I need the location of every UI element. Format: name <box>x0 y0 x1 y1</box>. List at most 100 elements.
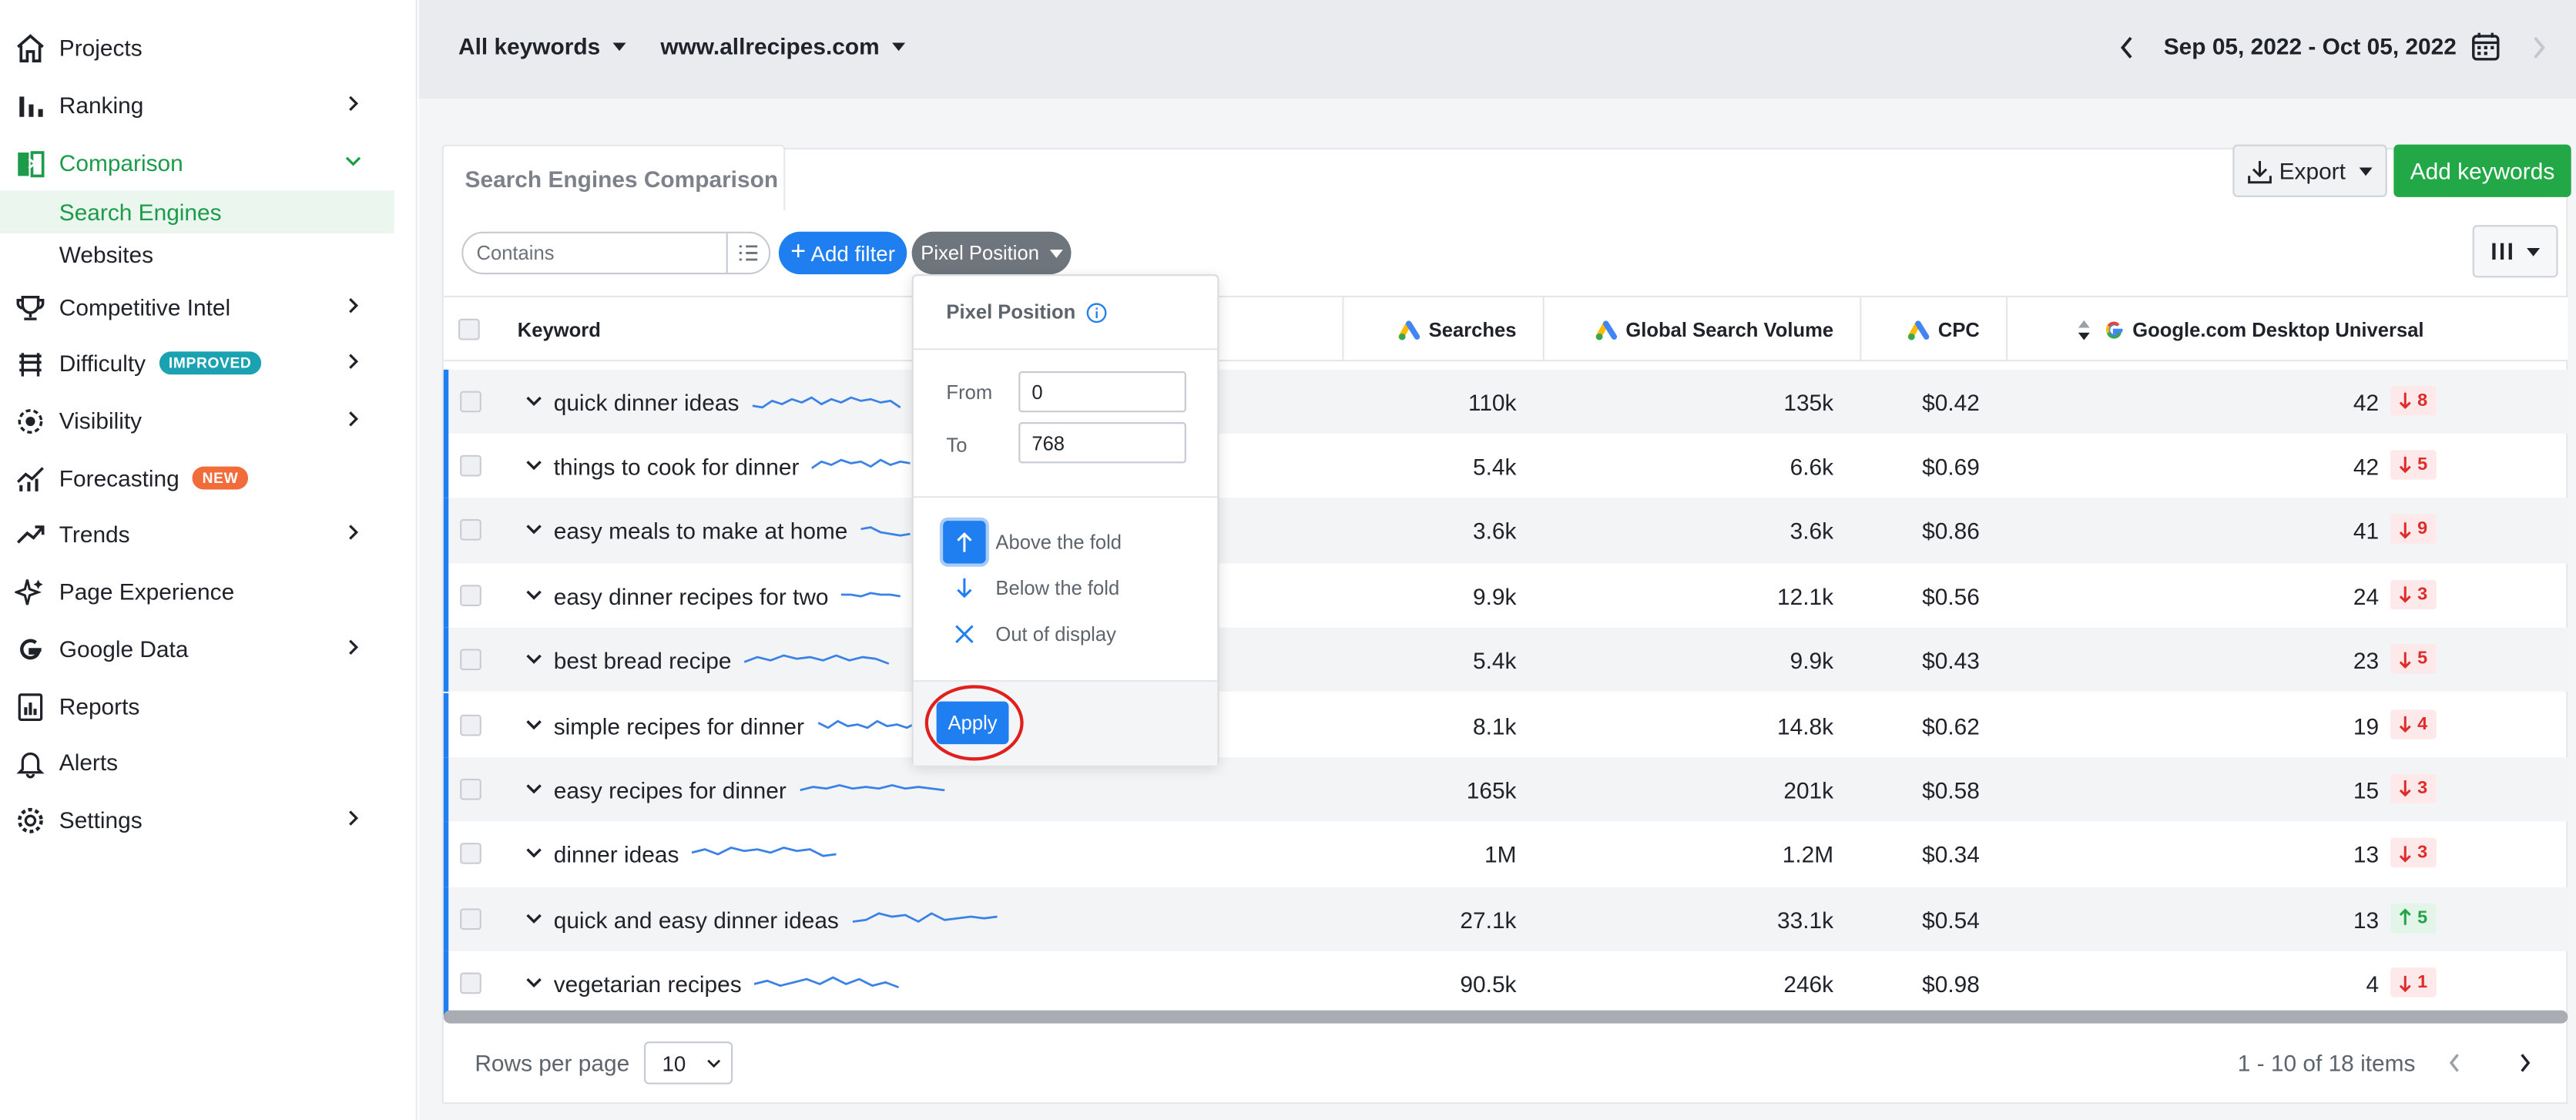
expand-chevron-icon[interactable] <box>524 585 544 605</box>
trend-sparkline <box>744 654 890 666</box>
table-row[interactable]: easy recipes for dinner 165k 201k $0.58 15 3 <box>443 756 2568 822</box>
keyword-cell[interactable]: best bread recipe <box>554 647 896 674</box>
pixel-position-chip[interactable]: Pixel Position <box>911 231 1072 275</box>
keyword-cell[interactable]: simple recipes for dinner <box>554 713 969 739</box>
tab-search-engines-comparison[interactable]: Search Engines Comparison <box>441 144 786 210</box>
sidebar-item-forecasting[interactable]: Forecasting NEW <box>0 451 394 504</box>
keyword-cell[interactable]: dinner ideas <box>554 842 844 868</box>
cpc-cell: $0.98 <box>1922 971 1980 998</box>
table-row[interactable]: best bread recipe 5.4k 9.9k $0.43 23 5 <box>443 627 2568 692</box>
sidebar-item-alerts[interactable]: Alerts <box>0 736 394 788</box>
export-button[interactable]: Export <box>2232 144 2387 197</box>
option-below-fold[interactable]: Below the fold <box>943 568 1119 608</box>
list-filter-button[interactable] <box>726 233 769 273</box>
sidebar-item-reports[interactable]: Reports <box>0 680 394 733</box>
rows-per-page-select[interactable]: 10 <box>644 1041 733 1085</box>
keywords-dropdown[interactable]: All keywords <box>458 33 627 59</box>
gear-icon <box>13 803 46 837</box>
row-checkbox[interactable] <box>460 843 481 865</box>
col-keyword[interactable]: Keyword <box>517 317 601 341</box>
keyword-cell[interactable]: quick dinner ideas <box>554 388 904 415</box>
keyword-cell[interactable]: easy dinner recipes for two <box>554 582 993 609</box>
next-page-icon[interactable] <box>2517 1051 2533 1075</box>
sidebar-item-settings[interactable]: Settings <box>0 793 394 846</box>
row-checkbox[interactable] <box>460 972 481 994</box>
row-checkbox[interactable] <box>460 390 481 412</box>
date-range[interactable]: Sep 05, 2022 - Oct 05, 2022 <box>2164 33 2457 59</box>
sidebar-item-ranking[interactable]: Ranking <box>0 79 394 131</box>
expand-chevron-icon[interactable] <box>524 908 544 928</box>
row-checkbox[interactable] <box>460 649 481 671</box>
add-filter-button[interactable]: + Add filter <box>778 231 907 275</box>
sidebar-item-difficulty[interactable]: Difficulty IMPROVED <box>0 337 394 389</box>
prev-period-icon[interactable] <box>2118 35 2138 61</box>
sidebar-item-label: Forecasting <box>59 464 179 491</box>
expand-chevron-icon[interactable] <box>524 649 544 669</box>
from-input[interactable]: 0 <box>1018 371 1186 413</box>
cpc-cell: $0.43 <box>1922 647 1980 674</box>
col-searches[interactable]: Searches <box>1342 297 1542 362</box>
row-checkbox[interactable] <box>460 584 481 606</box>
col-global-search-volume[interactable]: Global Search Volume <box>1542 297 1860 362</box>
col-cpc[interactable]: CPC <box>1860 297 2006 362</box>
row-left-bar <box>443 951 449 1017</box>
expand-chevron-icon[interactable] <box>524 455 544 475</box>
col-google-desktop[interactable]: Google.com Desktop Universal <box>2006 297 2568 362</box>
horizontal-scrollbar[interactable] <box>443 1010 2568 1024</box>
sidebar-item-projects[interactable]: Projects <box>0 22 394 74</box>
sidebar-item-visibility[interactable]: Visibility <box>0 394 394 447</box>
expand-chevron-icon[interactable] <box>524 779 544 799</box>
sidebar-sub-websites[interactable]: Websites <box>59 241 154 268</box>
filter-input[interactable]: Contains <box>461 231 771 275</box>
sidebar-item-competitive-intel[interactable]: Competitive Intel <box>0 281 394 334</box>
keyword-cell[interactable]: quick and easy dinner ideas <box>554 907 1003 933</box>
select-all-checkbox[interactable] <box>458 318 480 340</box>
expand-chevron-icon[interactable] <box>524 714 544 734</box>
columns-button[interactable] <box>2472 225 2558 278</box>
table-row[interactable]: simple recipes for dinner 8.1k 14.8k $0.62 1… <box>443 692 2568 757</box>
option-out-of-display[interactable]: Out of display <box>943 615 1116 654</box>
table-row[interactable]: dinner ideas 1M 1.2M $0.34 13 3 <box>443 821 2568 887</box>
searches-cell: 27.1k <box>1460 906 1517 933</box>
sidebar-item-comparison[interactable]: Comparison <box>0 136 394 189</box>
sort-icon[interactable] <box>2077 318 2091 341</box>
keyword-cell[interactable]: easy recipes for dinner <box>554 777 951 803</box>
sidebar-item-trends[interactable]: Trends <box>0 508 394 560</box>
expand-chevron-icon[interactable] <box>524 843 544 863</box>
rank-cell: 13 <box>2353 841 2380 868</box>
rank-cell: 15 <box>2353 776 2380 803</box>
rank-change-value: 5 <box>2417 649 2428 669</box>
row-checkbox[interactable] <box>460 713 481 736</box>
info-icon[interactable] <box>1085 301 1107 323</box>
prev-page-icon[interactable] <box>2447 1051 2463 1075</box>
keyword-cell[interactable]: things to cook for dinner <box>554 453 964 480</box>
expand-chevron-icon[interactable] <box>524 391 544 411</box>
table-row[interactable]: quick dinner ideas 110k 135k $0.42 42 8 <box>443 368 2568 434</box>
to-input[interactable]: 768 <box>1018 422 1186 464</box>
row-checkbox[interactable] <box>460 454 481 477</box>
gsv-cell: 6.6k <box>1789 453 1834 480</box>
table-row[interactable]: easy dinner recipes for two 9.9k 12.1k $0.5… <box>443 562 2568 628</box>
keyword-cell[interactable]: easy meals to make at home <box>554 518 1012 545</box>
rank-change-value: 1 <box>2417 972 2428 993</box>
row-checkbox[interactable] <box>460 778 481 800</box>
table-row[interactable]: vegetarian recipes 90.5k 246k $0.98 4 1 <box>443 951 2568 1017</box>
add-keywords-button[interactable]: Add keywords <box>2393 144 2571 197</box>
sidebar-item-page-experience[interactable]: Page Experience <box>0 565 394 618</box>
expand-chevron-icon[interactable] <box>524 973 544 993</box>
row-checkbox[interactable] <box>460 519 481 542</box>
row-checkbox[interactable] <box>460 907 481 930</box>
table-row[interactable]: quick and easy dinner ideas 27.1k 33.1k $0.… <box>443 886 2568 951</box>
trend-line-icon <box>13 518 46 551</box>
table-row[interactable]: easy meals to make at home 3.6k 3.6k $0.86 4… <box>443 498 2568 563</box>
rank-change-badge: 9 <box>2390 515 2437 545</box>
table-row[interactable]: things to cook for dinner 5.4k 6.6k $0.69 42… <box>443 433 2568 498</box>
sidebar-item-google-data[interactable]: Google Data <box>0 622 394 675</box>
calendar-icon[interactable] <box>2471 32 2501 63</box>
keyword-cell[interactable]: vegetarian recipes <box>554 971 906 998</box>
option-above-fold[interactable]: Above the fold <box>943 521 1122 564</box>
site-dropdown[interactable]: www.allrecipes.com <box>660 33 906 59</box>
expand-chevron-icon[interactable] <box>524 520 544 540</box>
sidebar-sub-search-engines[interactable]: Search Engines <box>0 190 394 233</box>
next-period-icon[interactable] <box>2528 35 2548 61</box>
